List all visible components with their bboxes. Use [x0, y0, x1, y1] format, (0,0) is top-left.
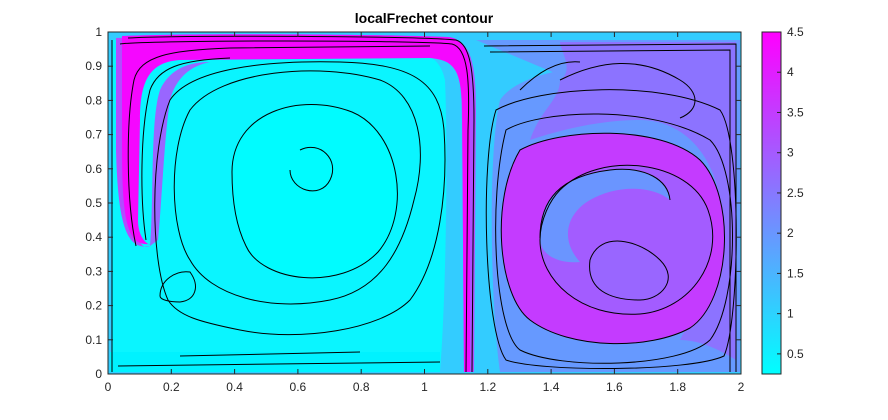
- y-tick-label: 1: [95, 25, 102, 39]
- y-axis: 0 0.1 0.2 0.3 0.4 0.5 0.6 0.7 0.8 0.9 1: [85, 25, 741, 381]
- x-axis: 0 0.2 0.4 0.6 0.8 1 1.2 1.4 1.6 1.8 2: [105, 32, 745, 394]
- contour-line: [500, 132, 725, 345]
- plot-area: [108, 32, 741, 374]
- chart-title: localFrechet contour: [355, 10, 494, 26]
- contour-line: [539, 168, 671, 239]
- y-tick-label: 0.1: [85, 333, 102, 347]
- contour-line: [141, 57, 231, 241]
- colorbar-tick-label: 4.5: [787, 25, 804, 39]
- y-tick-label: 0.8: [85, 93, 102, 107]
- contour-line: [173, 70, 421, 305]
- contour-line: [127, 45, 431, 247]
- colorbar-tick-label: 1.5: [787, 266, 804, 280]
- colorbar: [761, 31, 782, 375]
- contour-line: [495, 113, 733, 364]
- y-tick-label: 0.7: [85, 128, 102, 142]
- x-tick-label: 0: [105, 380, 112, 394]
- y-tick-label: 0.5: [85, 196, 102, 210]
- y-tick-label: 0.9: [85, 59, 102, 73]
- contour-line: [119, 40, 470, 373]
- y-tick-label: 0.2: [85, 299, 102, 313]
- y-tick-label: 0.6: [85, 162, 102, 176]
- contour-line: [154, 61, 446, 336]
- x-tick-label: 0.4: [226, 380, 243, 394]
- contour-line: [117, 361, 441, 367]
- colorbar-tick-label: 0.5: [787, 347, 804, 361]
- x-tick-label: 1.2: [479, 380, 496, 394]
- colorbar-tick-label: 2: [787, 226, 794, 240]
- contour-line: [489, 49, 731, 372]
- colorbar-tick-label: 3: [787, 146, 794, 160]
- contour-line: [483, 43, 737, 372]
- contour-line: [589, 240, 669, 301]
- y-tick-label: 0.4: [85, 230, 102, 244]
- colorbar-tick-label: 2.5: [787, 186, 804, 200]
- contour-line: [559, 63, 696, 119]
- contour-line: [159, 271, 196, 303]
- x-tick-label: 1.8: [669, 380, 686, 394]
- x-tick-label: 1.4: [543, 380, 560, 394]
- contour-line: [289, 146, 334, 192]
- y-tick-label: 0: [95, 367, 102, 381]
- contour-fill-right-purple: [530, 42, 736, 360]
- x-tick-label: 0.2: [163, 380, 180, 394]
- contour-line: [519, 61, 581, 91]
- colorbar-tick-label: 4: [787, 65, 794, 79]
- contour-fill-right-inner-blue: [540, 169, 670, 263]
- contour-fill-bottom-strip: [110, 352, 440, 372]
- y-tick-label: 0.3: [85, 264, 102, 278]
- colorbar-axis: 0.5 1 1.5 2 2.5 3 3.5 4 4.5: [777, 25, 804, 361]
- x-tick-label: 1: [421, 380, 428, 394]
- colorbar-tick-label: 3.5: [787, 105, 804, 119]
- colorbar-tick-label: 1: [787, 307, 794, 321]
- contour-line: [127, 35, 475, 373]
- x-tick-label: 2: [738, 380, 745, 394]
- x-tick-label: 0.8: [353, 380, 370, 394]
- contour-line: [231, 104, 398, 279]
- contour-line: [539, 164, 714, 315]
- contour-line: [485, 89, 737, 370]
- contour-line: [179, 351, 361, 357]
- x-tick-label: 1.6: [606, 380, 623, 394]
- contour-fill-right-center: [589, 241, 669, 300]
- x-tick-label: 0.6: [290, 380, 307, 394]
- contour-fill-left-band-light: [150, 62, 210, 246]
